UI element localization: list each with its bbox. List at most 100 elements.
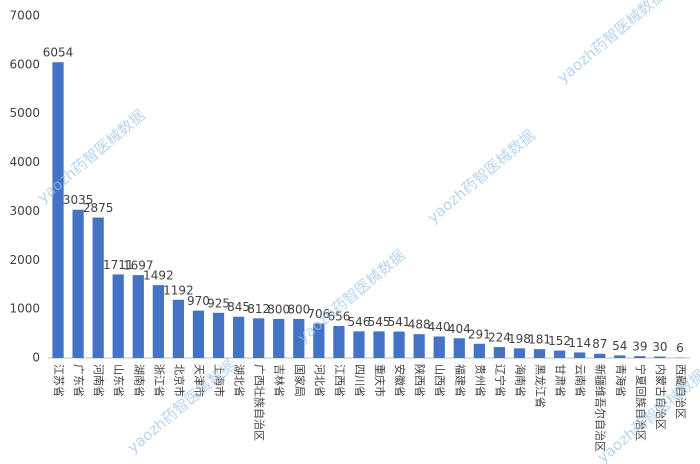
value-label: 970 <box>187 294 210 308</box>
x-tick-label: 四川省 <box>353 364 366 397</box>
value-label: 656 <box>327 309 350 323</box>
x-tick-label: 国家局 <box>293 364 307 397</box>
value-label: 925 <box>207 296 230 310</box>
x-tick-label: 甘肃省 <box>554 364 567 397</box>
bar <box>533 349 546 358</box>
x-tick-label: 西藏自治区 <box>674 364 688 419</box>
bar <box>112 274 124 358</box>
y-tick-label: 7000 <box>9 9 40 23</box>
bar <box>232 316 245 358</box>
bar <box>72 209 84 358</box>
value-label: 546 <box>348 315 371 329</box>
x-tick-label: 湖北省 <box>233 364 246 397</box>
value-label: 706 <box>307 307 330 321</box>
y-tick-label: 0 <box>32 351 40 365</box>
value-label: 224 <box>488 331 511 345</box>
x-tick-label: 黑龙江省 <box>534 364 547 408</box>
value-label: 198 <box>508 332 531 346</box>
value-label: 541 <box>388 315 411 329</box>
bar <box>493 347 506 358</box>
x-tick-label: 山西省 <box>433 364 446 397</box>
value-label: 1711 <box>103 258 134 272</box>
value-label: 800 <box>267 302 290 316</box>
value-label: 545 <box>368 315 391 329</box>
bar <box>413 334 425 358</box>
x-tick-label: 江西省 <box>333 364 346 397</box>
value-label: 87 <box>592 337 607 351</box>
y-tick-label: 3000 <box>9 204 40 218</box>
value-label: 404 <box>448 322 471 336</box>
y-tick-label: 1000 <box>9 302 40 316</box>
x-tick-label: 重庆市 <box>373 364 387 397</box>
x-tick-label: 广西壮族自治区 <box>253 364 267 441</box>
value-label: 30 <box>652 340 667 354</box>
value-label: 39 <box>632 340 647 354</box>
x-tick-label: 陕西省 <box>413 364 427 397</box>
value-label: 114 <box>568 336 591 350</box>
value-label: 1697 <box>123 259 154 273</box>
x-tick-label: 贵州省 <box>473 364 486 397</box>
x-tick-label: 安徽省 <box>393 364 407 397</box>
bar <box>192 310 205 358</box>
x-tick-label: 辽宁省 <box>493 364 507 397</box>
x-tick-label: 新疆维吾尔自治区 <box>594 364 608 452</box>
x-tick-label: 海南省 <box>513 364 527 397</box>
bar <box>172 299 185 358</box>
bar <box>253 318 265 358</box>
bar <box>473 343 485 358</box>
bar <box>614 355 626 358</box>
x-tick-label: 福建省 <box>453 364 467 397</box>
y-tick-label: 6000 <box>9 57 40 71</box>
watermark: yaozh药智医械数据 <box>34 106 149 206</box>
bar <box>553 350 566 358</box>
x-tick-label: 云南省 <box>574 364 587 397</box>
x-tick-label: 北京市 <box>172 364 186 397</box>
value-label: 54 <box>612 339 627 353</box>
bar <box>132 275 144 358</box>
bar <box>574 352 586 358</box>
value-label: 291 <box>468 327 491 341</box>
value-label: 488 <box>408 318 431 332</box>
value-label: 845 <box>227 300 250 314</box>
x-tick-label: 山东省 <box>112 364 125 397</box>
watermark: yaozh药智医械数据 <box>554 0 669 87</box>
value-label: 152 <box>548 334 571 348</box>
bar <box>92 217 104 358</box>
bar <box>634 356 646 358</box>
bar <box>654 356 666 358</box>
value-label: 6 <box>676 341 684 355</box>
bar <box>333 325 345 358</box>
y-tick-label: 5000 <box>9 106 40 120</box>
watermark: yaozh药智医械数据 <box>294 246 409 346</box>
x-tick-label: 上海市 <box>213 364 227 397</box>
x-tick-label: 内蒙古自治区 <box>654 364 668 430</box>
bar <box>152 285 164 358</box>
value-label: 1192 <box>163 283 194 297</box>
x-tick-label: 河南省 <box>92 364 105 397</box>
bar <box>433 336 445 358</box>
value-label: 812 <box>247 302 270 316</box>
y-tick-label: 4000 <box>9 155 40 169</box>
x-tick-label: 浙江省 <box>152 364 165 397</box>
bar <box>393 331 405 358</box>
value-label: 6054 <box>43 46 74 60</box>
bar <box>293 318 305 358</box>
watermark: yaozh药智医械数据 <box>424 126 539 226</box>
value-label: 181 <box>528 333 551 347</box>
x-tick-label: 青海省 <box>614 364 628 397</box>
bar <box>453 338 465 358</box>
bar <box>353 331 365 358</box>
bar <box>212 312 225 358</box>
x-tick-label: 河北省 <box>313 364 326 397</box>
y-tick-label: 2000 <box>9 253 40 267</box>
x-tick-label: 吉林省 <box>273 364 287 397</box>
value-label: 3035 <box>63 193 94 207</box>
x-tick-label: 天津市 <box>192 364 206 397</box>
bar <box>52 62 64 358</box>
value-label: 440 <box>428 320 451 334</box>
bar <box>273 318 285 358</box>
value-label: 800 <box>287 302 310 316</box>
value-label: 1492 <box>143 269 174 283</box>
bar <box>594 353 606 358</box>
